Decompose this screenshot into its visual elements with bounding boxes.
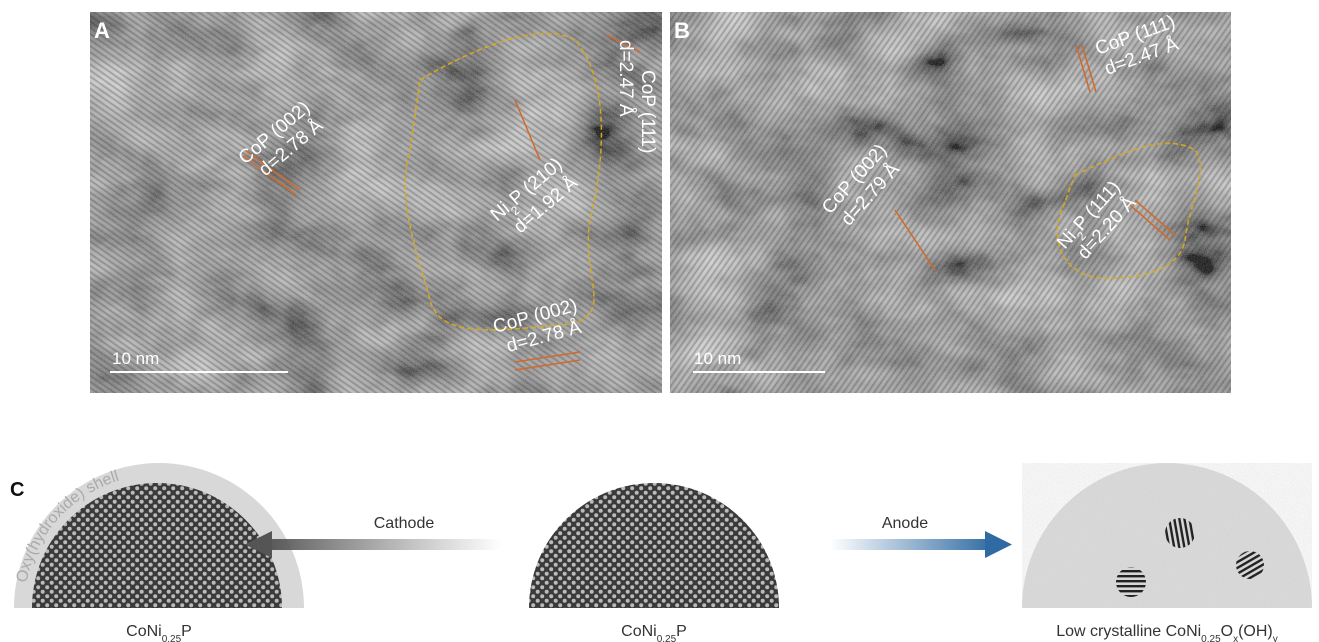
grain bbox=[670, 12, 1231, 393]
caption: Low crystalline CoNi0.25Ox(OH)y bbox=[1056, 623, 1278, 642]
arrow-label: Anode bbox=[882, 515, 928, 532]
text-part: Low crystalline CoNi bbox=[1056, 623, 1201, 640]
annotation: d=2.47 Å bbox=[615, 40, 636, 117]
crystallite bbox=[1116, 567, 1146, 597]
panel-label: B bbox=[674, 18, 690, 43]
arrow-head bbox=[985, 531, 1012, 558]
subscript: 0.25 bbox=[162, 634, 182, 642]
subscript: 0.25 bbox=[657, 634, 677, 642]
text-part: CoNi bbox=[126, 623, 162, 640]
arrow-shaft bbox=[830, 539, 995, 550]
scale-bar-label: 10 nm bbox=[112, 349, 159, 368]
annotation: CoP (111) bbox=[637, 70, 658, 153]
tem-image-b bbox=[670, 12, 1231, 393]
panel-label: A bbox=[94, 18, 110, 43]
caption: CoNi0.25P bbox=[126, 623, 192, 642]
caption: CoNi0.25P bbox=[621, 623, 687, 642]
panel-label: C bbox=[10, 479, 24, 501]
text-part: (OH) bbox=[1238, 623, 1273, 640]
text-part: O bbox=[1221, 623, 1233, 640]
crystal bbox=[529, 483, 779, 608]
scale-bar-label: 10 nm bbox=[694, 349, 741, 368]
text-part: CoNi bbox=[621, 623, 657, 640]
text-part: P bbox=[181, 623, 192, 640]
page: A CoP (002)d=2.78 Å Ni2P (210)d=1.92 Å C… bbox=[0, 0, 1319, 642]
subscript: y bbox=[1273, 634, 1278, 642]
subscript: 0.25 bbox=[1201, 634, 1221, 642]
text-part: P bbox=[676, 623, 687, 640]
arrow-shaft bbox=[262, 539, 502, 550]
figure: A CoP (002)d=2.78 Å Ni2P (210)d=1.92 Å C… bbox=[0, 0, 1319, 642]
arrow-label: Cathode bbox=[374, 515, 435, 532]
